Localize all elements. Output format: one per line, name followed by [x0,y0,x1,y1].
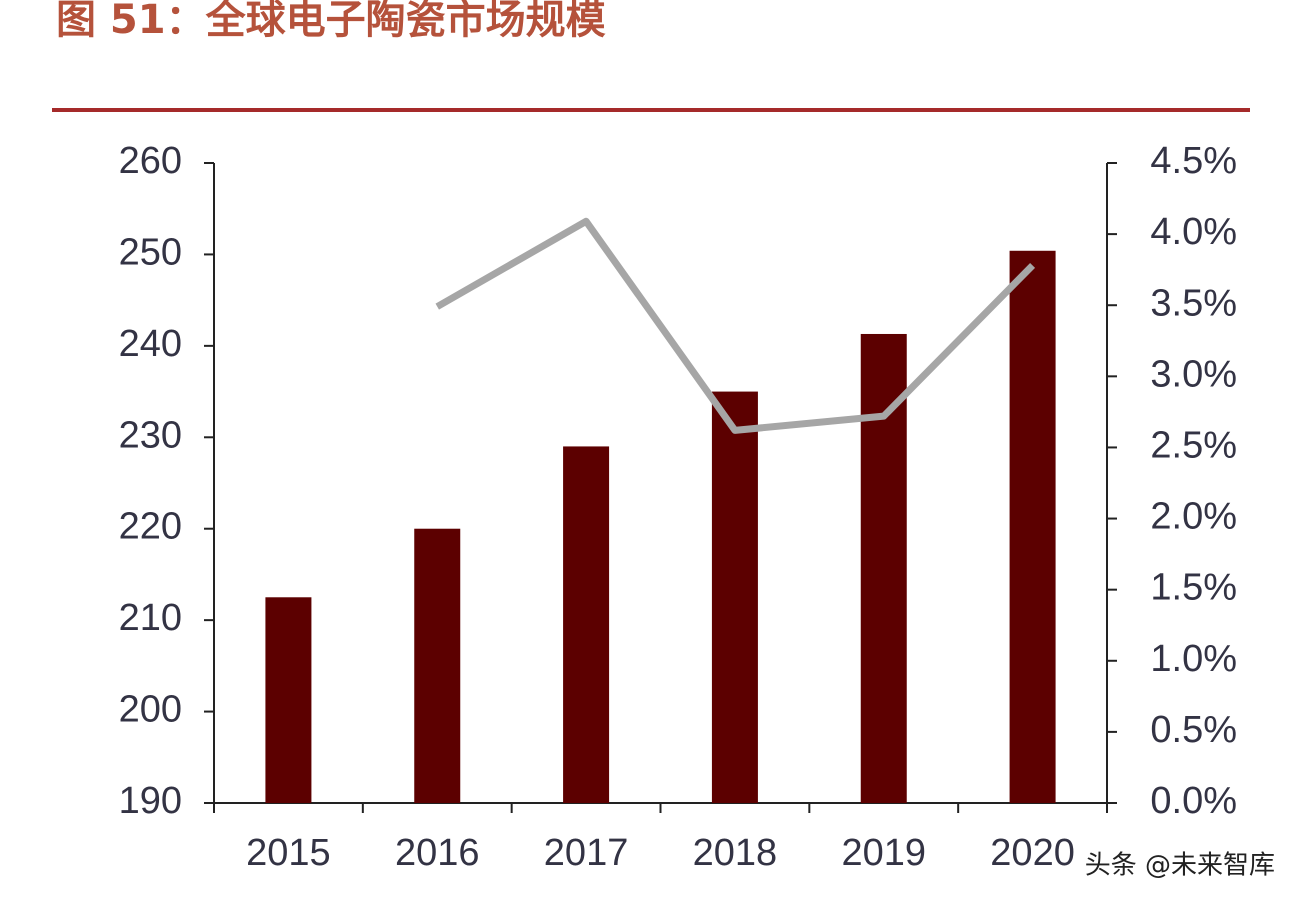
y-tick-label: 200 [119,689,182,731]
chart-title: 图 51：全球电子陶瓷市场规模 [56,0,606,43]
y2-tick-label: 2.0% [1150,496,1237,538]
bar [265,597,312,803]
y2-tick-label: 3.0% [1150,353,1237,395]
x-tick-label: 2016 [395,832,480,874]
y-tick-label: 260 [119,140,182,182]
y-tick-label: 230 [119,414,182,456]
y-tick-label: 240 [119,323,182,365]
y2-tick-label: 2.5% [1150,424,1237,466]
x-tick-label: 2020 [990,832,1075,874]
x-tick-label: 2017 [544,832,629,874]
y2-tick-label: 3.5% [1150,282,1237,324]
bar [563,446,610,803]
bar [414,528,461,803]
y-tick-label: 220 [119,506,182,548]
x-tick-label: 2018 [693,832,778,874]
y2-tick-label: 4.5% [1150,140,1237,182]
y2-tick-label: 0.0% [1150,780,1237,822]
y-tick-label: 250 [119,231,182,273]
y-tick-label: 190 [119,780,182,822]
line [435,217,1036,434]
x-tick-label: 2015 [246,832,331,874]
x-tick-label: 2019 [841,832,926,874]
y2-tick-label: 4.0% [1150,211,1237,253]
bar [1009,250,1056,803]
watermark: 头条 @未来智库 [1085,851,1275,881]
bar [711,391,758,803]
y-tick-label: 210 [119,597,182,639]
y2-tick-label: 0.5% [1150,709,1237,751]
y2-tick-label: 1.0% [1150,638,1237,680]
y2-tick-label: 1.5% [1150,567,1237,609]
